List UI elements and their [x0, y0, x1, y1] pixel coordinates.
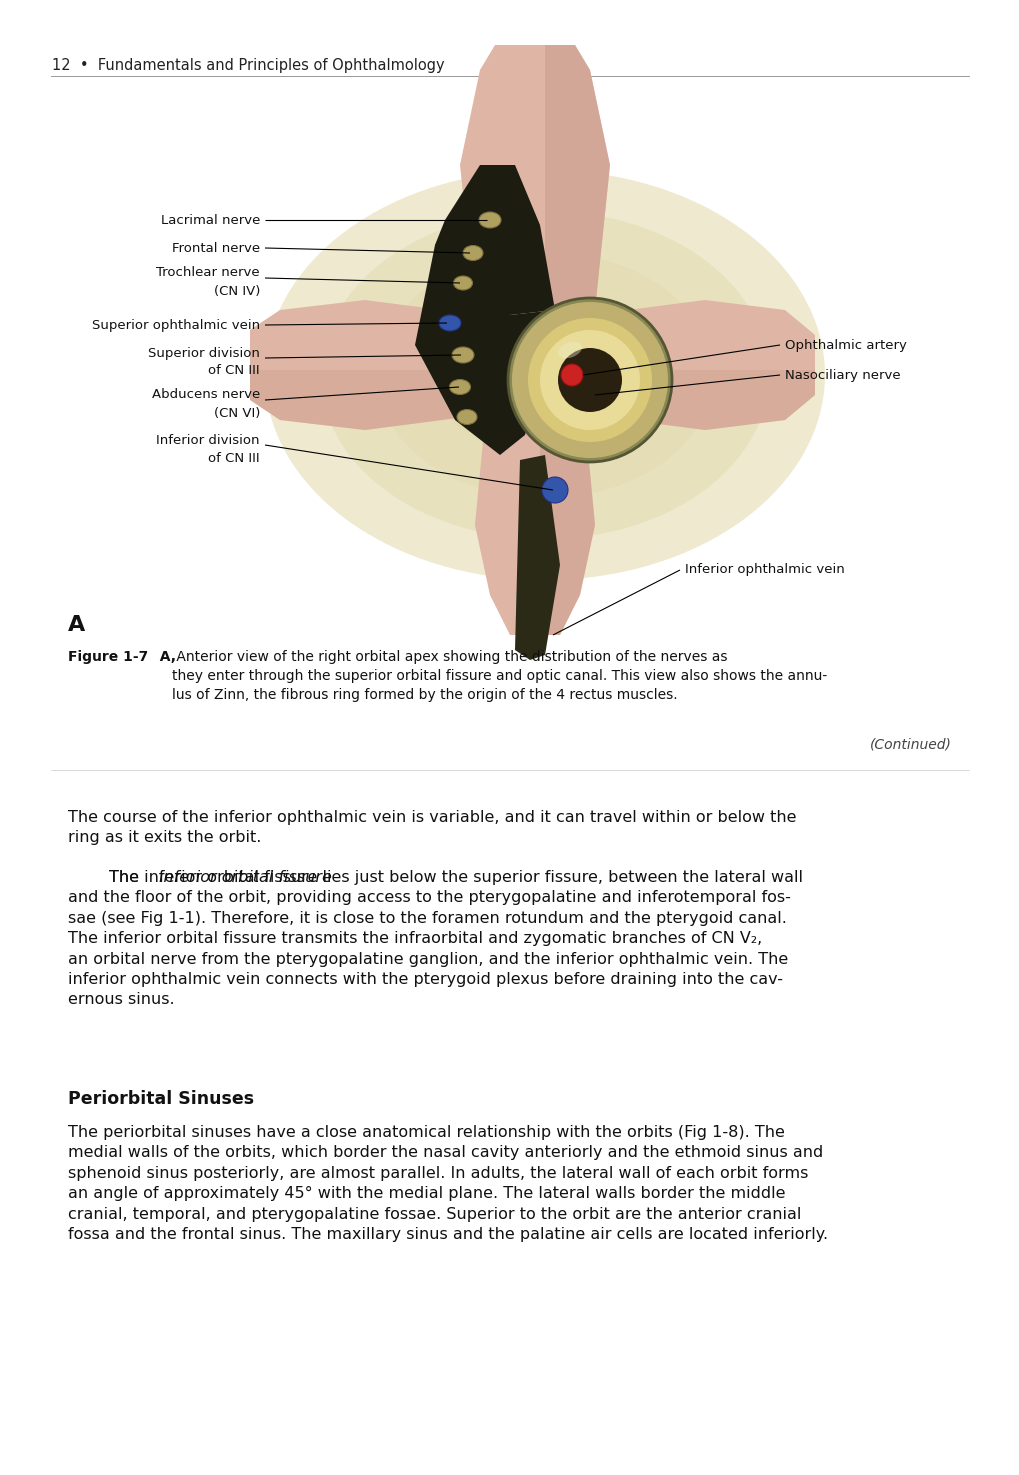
- Ellipse shape: [463, 245, 483, 261]
- Text: The inferior orbital fissure lies just below the superior fissure, between the l: The inferior orbital fissure lies just b…: [68, 870, 802, 1007]
- Ellipse shape: [377, 252, 712, 499]
- Text: Trochlear nerve: Trochlear nerve: [156, 267, 260, 279]
- Text: Anterior view of the right orbital apex showing the distribution of the nerves a: Anterior view of the right orbital apex …: [172, 650, 826, 702]
- Circle shape: [512, 302, 667, 459]
- Ellipse shape: [438, 316, 461, 330]
- Polygon shape: [515, 454, 559, 659]
- Ellipse shape: [449, 379, 470, 394]
- Polygon shape: [415, 205, 554, 454]
- Text: The periorbital sinuses have a close anatomical relationship with the orbits (Fi: The periorbital sinuses have a close ana…: [68, 1125, 827, 1242]
- Ellipse shape: [321, 211, 768, 538]
- Text: A,: A,: [150, 650, 176, 664]
- Circle shape: [539, 330, 639, 431]
- Text: Superior division: Superior division: [148, 347, 260, 360]
- Polygon shape: [539, 420, 594, 636]
- Text: 12  •  Fundamentals and Principles of Ophthalmology: 12 • Fundamentals and Principles of Opht…: [52, 58, 444, 72]
- Text: The course of the inferior ophthalmic vein is variable, and it can travel within: The course of the inferior ophthalmic ve…: [68, 810, 796, 845]
- Text: Lacrimal nerve: Lacrimal nerve: [160, 214, 260, 227]
- Text: Superior ophthalmic vein: Superior ophthalmic vein: [92, 319, 260, 332]
- Polygon shape: [460, 46, 609, 310]
- Ellipse shape: [265, 170, 824, 580]
- Text: (Continued): (Continued): [869, 738, 951, 751]
- Text: Figure 1-7: Figure 1-7: [68, 650, 148, 664]
- Text: of CN III: of CN III: [208, 364, 260, 378]
- Polygon shape: [250, 299, 480, 431]
- Text: Frontal nerve: Frontal nerve: [172, 242, 260, 255]
- Circle shape: [560, 364, 583, 386]
- Circle shape: [541, 476, 568, 503]
- Polygon shape: [589, 370, 814, 431]
- Text: Inferior division: Inferior division: [156, 434, 260, 447]
- Text: of CN III: of CN III: [208, 451, 260, 465]
- Ellipse shape: [451, 347, 474, 363]
- Text: The: The: [68, 870, 144, 885]
- Text: Ophthalmic artery: Ophthalmic artery: [785, 338, 906, 351]
- Text: (CN VI): (CN VI): [213, 407, 260, 419]
- Ellipse shape: [557, 342, 582, 358]
- Text: Nasociliary nerve: Nasociliary nerve: [785, 369, 900, 382]
- Text: A: A: [68, 615, 86, 636]
- Circle shape: [507, 298, 672, 462]
- Polygon shape: [589, 299, 814, 431]
- Text: The inferior orbital fissure lies just below the superior fissure, between the l: The inferior orbital fissure lies just b…: [68, 870, 802, 1007]
- Circle shape: [528, 319, 651, 442]
- Text: inferior orbital fissure: inferior orbital fissure: [159, 870, 331, 885]
- Polygon shape: [434, 165, 554, 316]
- Ellipse shape: [479, 212, 500, 229]
- Polygon shape: [475, 420, 594, 636]
- Text: Periorbital Sinuses: Periorbital Sinuses: [68, 1090, 254, 1108]
- Ellipse shape: [457, 410, 477, 425]
- Ellipse shape: [453, 276, 472, 291]
- Polygon shape: [544, 46, 609, 310]
- Text: Abducens nerve: Abducens nerve: [152, 388, 260, 401]
- Circle shape: [557, 348, 622, 412]
- Text: (CN IV): (CN IV): [213, 285, 260, 298]
- Ellipse shape: [433, 294, 656, 457]
- Polygon shape: [250, 370, 480, 431]
- Text: Inferior ophthalmic vein: Inferior ophthalmic vein: [685, 563, 844, 577]
